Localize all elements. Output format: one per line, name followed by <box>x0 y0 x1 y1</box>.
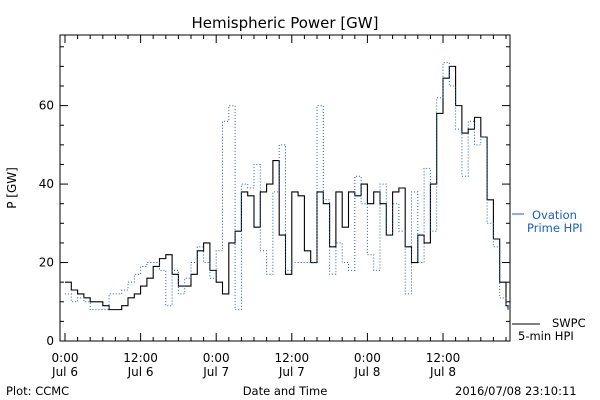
plot-frame <box>59 34 511 342</box>
legend-ovation: Ovation Prime HPI <box>512 208 583 235</box>
series-layer <box>65 61 509 311</box>
legend-ovation-label: Ovation <box>532 208 577 222</box>
legend-swpc: SWPC 5-min HPI <box>512 316 586 343</box>
x-tick-date-3: Jul 7 <box>278 365 305 379</box>
x-tick-time-2: 0:00 <box>203 351 230 365</box>
series-swpc-line <box>65 65 509 311</box>
y-tick-label-0: 0 <box>46 334 54 348</box>
legend-swpc-label: SWPC <box>552 316 586 330</box>
x-tick-date-5: Jul 8 <box>429 365 456 379</box>
x-axis-label: Date and Time <box>243 384 328 398</box>
x-tick-date-0: Jul 6 <box>51 365 78 379</box>
legend-swpc-label2: 5-min HPI <box>518 329 574 343</box>
footer-plot-source: Plot: CCMC <box>6 384 69 398</box>
y-axis-label: P [GW] <box>5 167 19 209</box>
y-tick-label-60: 60 <box>39 99 54 113</box>
x-tick-time-1: 12:00 <box>123 351 158 365</box>
x-tick-date-2: Jul 7 <box>202 365 229 379</box>
y-tick-label-40: 40 <box>39 177 54 191</box>
x-tick-date-1: Jul 6 <box>127 365 154 379</box>
legend-ovation-label2: Prime HPI <box>527 221 583 235</box>
x-tick-time-4: 0:00 <box>354 351 381 365</box>
x-tick-time-5: 12:00 <box>426 351 461 365</box>
y-tick-label-20: 20 <box>39 256 54 270</box>
x-tick-date-4: Jul 8 <box>353 365 380 379</box>
x-tick-time-3: 12:00 <box>275 351 310 365</box>
chart-title: Hemispheric Power [GW] <box>192 14 379 32</box>
y-axis: 0 20 40 60 <box>39 46 510 348</box>
footer-timestamp: 2016/07/08 23:10:11 <box>455 384 577 398</box>
x-tick-time-0: 0:00 <box>52 351 79 365</box>
series-ovation-prime-line <box>65 61 509 311</box>
